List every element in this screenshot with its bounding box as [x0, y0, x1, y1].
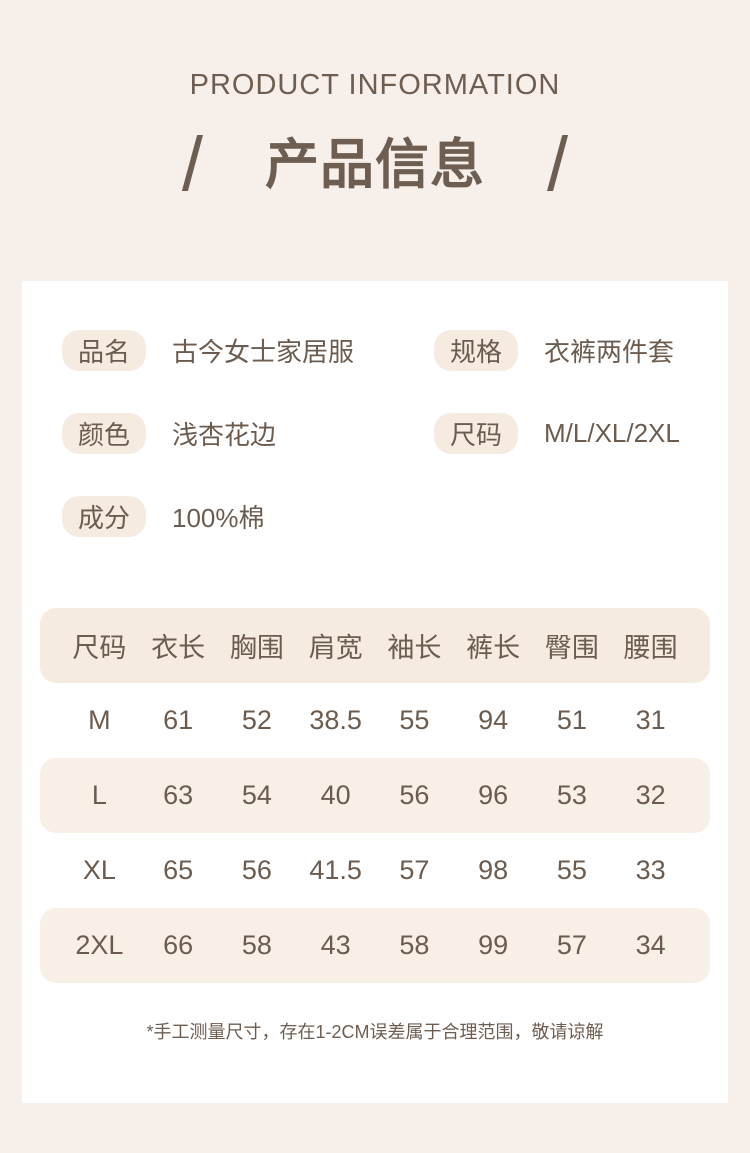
- header-title-row: / 产品信息 /: [0, 122, 750, 207]
- attribute-value: M/L/XL/2XL: [544, 418, 680, 448]
- table-cell: 40: [320, 780, 351, 810]
- size-table-header-cell: 肩宽: [308, 633, 363, 663]
- size-table: 尺码 衣长 胸围 肩宽 袖长 裤长 臀围 腰围 M 61 52 38.5 55 …: [40, 608, 710, 983]
- table-cell: 54: [241, 780, 272, 810]
- table-cell: 55: [399, 705, 430, 735]
- table-cell: 96: [478, 780, 509, 810]
- attribute-value: 衣裤两件套: [544, 337, 675, 367]
- table-cell: 51: [556, 705, 587, 735]
- table-cell: 61: [163, 705, 194, 735]
- size-table-header-cell: 袖长: [387, 633, 442, 663]
- table-cell: L: [91, 780, 107, 810]
- attribute-item-material: 成分 100%棉: [62, 496, 434, 537]
- table-cell: 52: [241, 705, 272, 735]
- table-row-size-l: L 63 54 40 56 96 53 32: [40, 758, 710, 833]
- table-cell: 33: [635, 855, 666, 885]
- size-table-header-cell: 尺码: [72, 633, 127, 663]
- size-table-header-cell: 胸围: [229, 633, 284, 663]
- table-row-size-2xl: 2XL 66 58 43 58 99 57 34: [40, 908, 710, 983]
- table-row-size-m: M 61 52 38.5 55 94 51 31: [40, 683, 710, 758]
- attribute-label-badge: 规格: [434, 330, 518, 371]
- attribute-label-badge: 品名: [62, 330, 146, 371]
- table-cell: 58: [399, 930, 430, 960]
- attribute-item-sizes: 尺码 M/L/XL/2XL: [434, 413, 702, 454]
- table-cell: XL: [82, 855, 116, 885]
- attribute-label-badge: 成分: [62, 496, 146, 537]
- attributes-grid: 品名 古今女士家居服 规格 衣裤两件套 颜色 浅杏花边 尺码 M/L/XL/2X…: [62, 330, 702, 537]
- table-cell: 99: [478, 930, 509, 960]
- attribute-item-color: 颜色 浅杏花边: [62, 413, 434, 454]
- slash-decoration-left-icon: /: [181, 122, 203, 207]
- table-cell: 65: [163, 855, 194, 885]
- table-cell: 56: [399, 780, 430, 810]
- table-cell: 34: [635, 930, 666, 960]
- table-cell: 98: [478, 855, 509, 885]
- table-cell: 56: [241, 855, 272, 885]
- table-cell: 41.5: [309, 855, 362, 885]
- table-cell: 43: [320, 930, 351, 960]
- table-cell: 31: [635, 705, 666, 735]
- page-title: 产品信息: [265, 135, 485, 195]
- table-cell: 2XL: [75, 930, 124, 960]
- attribute-value: 浅杏花边: [172, 420, 277, 450]
- table-cell: 63: [163, 780, 194, 810]
- slash-decoration-right-icon: /: [547, 122, 569, 207]
- measurement-disclaimer: *手工测量尺寸，存在1-2CM误差属于合理范围，敬请谅解: [146, 1022, 604, 1042]
- attribute-label-badge: 尺码: [434, 413, 518, 454]
- attribute-label-badge: 颜色: [62, 413, 146, 454]
- table-cell: 55: [556, 855, 587, 885]
- size-table-header-cell: 腰围: [623, 633, 678, 663]
- table-cell: 38.5: [309, 705, 362, 735]
- table-cell: 58: [241, 930, 272, 960]
- table-cell: 66: [163, 930, 194, 960]
- table-row-size-xl: XL 65 56 41.5 57 98 55 33: [40, 833, 710, 908]
- attribute-value: 100%棉: [172, 503, 265, 533]
- attribute-item-product-name: 品名 古今女士家居服: [62, 330, 434, 371]
- size-table-header-cell: 裤长: [466, 633, 521, 663]
- product-info-card: 品名 古今女士家居服 规格 衣裤两件套 颜色 浅杏花边 尺码 M/L/XL/2X…: [22, 281, 728, 1103]
- size-table-header-cell: 臀围: [544, 633, 599, 663]
- table-cell: 94: [478, 705, 509, 735]
- table-cell: 57: [556, 930, 587, 960]
- size-table-header-cell: 衣长: [151, 633, 206, 663]
- table-cell: 32: [635, 780, 666, 810]
- attribute-value: 古今女士家居服: [172, 337, 355, 367]
- header-subtitle-en: PRODUCT INFORMATION: [189, 69, 561, 101]
- size-table-header: 尺码 衣长 胸围 肩宽 袖长 裤长 臀围 腰围: [40, 608, 710, 683]
- table-cell: 57: [399, 855, 430, 885]
- table-cell: M: [88, 705, 111, 735]
- attribute-item-spec: 规格 衣裤两件套: [434, 330, 702, 371]
- table-cell: 53: [556, 780, 587, 810]
